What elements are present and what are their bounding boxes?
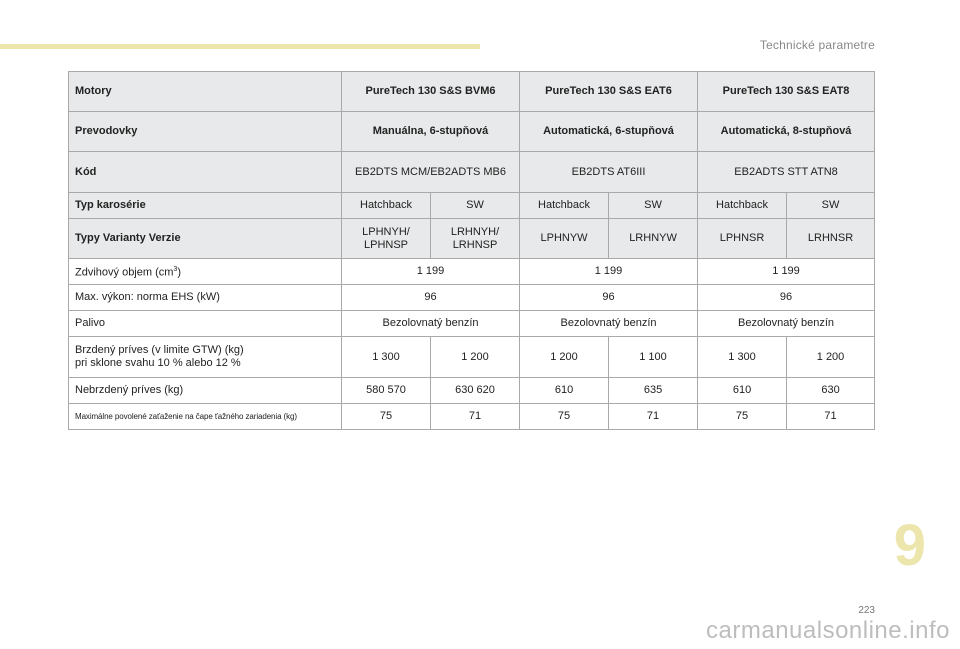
table-row-towbar-load: Maximálne povolené zaťaženie na čape ťaž… — [68, 403, 876, 430]
row-label-displacement: Zdvihový objem (cm3) — [68, 258, 342, 285]
row-label-body-types: Typ karosérie — [68, 192, 342, 219]
braked-trailer-cell: 1 200 — [519, 336, 610, 378]
braked-trailer-cell: 1 200 — [429, 336, 521, 378]
variant-cell: LRHNSR — [786, 218, 876, 259]
braked-trailer-label-line1: Brzdený príves (v limite GTW) (kg) — [75, 344, 244, 356]
towbar-load-cell: 71 — [608, 403, 699, 430]
section-title: Technické parametre — [759, 38, 875, 52]
variant-cell: LRHNYH/ LRHNSP — [429, 218, 521, 259]
engine-cell: PureTech 130 S&S EAT6 — [519, 71, 699, 112]
gearbox-cell: Automatická, 8-stupňová — [697, 111, 876, 152]
gearbox-cell: Automatická, 6-stupňová — [519, 111, 699, 152]
displacement-label-end: ) — [177, 266, 181, 279]
row-label-unbraked-trailer: Nebrzdený príves (kg) — [68, 377, 342, 404]
header-accent-bar — [0, 44, 480, 49]
row-label-power: Max. výkon: norma EHS (kW) — [68, 284, 342, 311]
table-row-codes: Kód EB2DTS MCM/EB2ADTS MB6 EB2DTS AT6III… — [68, 151, 876, 193]
body-type-cell: Hatchback — [519, 192, 610, 219]
variant-cell: LPHNYH/ LPHNSP — [341, 218, 431, 259]
unbraked-trailer-cell: 610 — [519, 377, 610, 404]
displacement-label-text: Zdvihový objem (cm — [75, 266, 174, 279]
table-row-displacement: Zdvihový objem (cm3) 1 199 1 199 1 199 — [68, 258, 876, 285]
power-cell: 96 — [340, 284, 521, 311]
braked-trailer-cell: 1 200 — [786, 336, 876, 378]
displacement-cell: 1 199 — [519, 258, 699, 285]
table-row-unbraked-trailer: Nebrzdený príves (kg) 580 570 630 620 61… — [68, 377, 876, 404]
towbar-load-cell: 75 — [697, 403, 788, 430]
page-number: 223 — [858, 605, 875, 616]
displacement-cell: 1 199 — [340, 258, 521, 285]
power-cell: 96 — [519, 284, 699, 311]
fuel-cell: Bezolovnatý benzín — [519, 310, 699, 337]
fuel-cell: Bezolovnatý benzín — [697, 310, 876, 337]
table-row-engines: Motory PureTech 130 S&S BVM6 PureTech 13… — [68, 71, 876, 112]
row-label-gearboxes: Prevodovky — [68, 111, 342, 152]
row-label-towbar-load: Maximálne povolené zaťaženie na čape ťaž… — [68, 403, 342, 430]
unbraked-trailer-cell: 580 570 — [341, 377, 431, 404]
row-label-braked-trailer: Brzdený príves (v limite GTW) (kg) pri sk… — [68, 336, 342, 378]
braked-trailer-cell: 1 300 — [697, 336, 788, 378]
body-type-cell: SW — [429, 192, 521, 219]
table-row-gearboxes: Prevodovky Manuálna, 6-stupňová Automati… — [68, 111, 876, 152]
table-row-variants: Typy Varianty Verzie LPHNYH/ LPHNSP LRHN… — [68, 218, 876, 259]
fuel-cell: Bezolovnatý benzín — [340, 310, 521, 337]
body-type-cell: SW — [608, 192, 699, 219]
gearbox-cell: Manuálna, 6-stupňová — [340, 111, 521, 152]
code-cell: EB2DTS MCM/EB2ADTS MB6 — [340, 151, 521, 193]
towbar-load-cell: 71 — [429, 403, 521, 430]
table-row-braked-trailer: Brzdený príves (v limite GTW) (kg) pri sk… — [68, 336, 876, 378]
watermark: carmanualsonline.info — [706, 617, 950, 644]
row-label-engines: Motory — [68, 71, 342, 112]
unbraked-trailer-cell: 610 — [697, 377, 788, 404]
displacement-cell: 1 199 — [697, 258, 876, 285]
braked-trailer-cell: 1 300 — [341, 336, 431, 378]
engine-cell: PureTech 130 S&S BVM6 — [340, 71, 521, 112]
body-type-cell: SW — [786, 192, 876, 219]
code-cell: EB2ADTS STT ATN8 — [697, 151, 876, 193]
power-cell: 96 — [697, 284, 876, 311]
variant-cell: LRHNYW — [608, 218, 699, 259]
row-label-codes: Kód — [68, 151, 342, 193]
table-row-power: Max. výkon: norma EHS (kW) 96 96 96 — [68, 284, 876, 311]
engine-cell: PureTech 130 S&S EAT8 — [697, 71, 876, 112]
body-type-cell: Hatchback — [697, 192, 788, 219]
unbraked-trailer-cell: 630 620 — [429, 377, 521, 404]
braked-trailer-cell: 1 100 — [608, 336, 699, 378]
table-row-body-types: Typ karosérie Hatchback SW Hatchback SW … — [68, 192, 876, 219]
unbraked-trailer-cell: 630 — [786, 377, 876, 404]
spec-table: Motory PureTech 130 S&S BVM6 PureTech 13… — [68, 71, 876, 430]
body-type-cell: Hatchback — [341, 192, 431, 219]
code-cell: EB2DTS AT6III — [519, 151, 699, 193]
variant-cell: LPHNSR — [697, 218, 788, 259]
braked-trailer-label-line2: pri sklone svahu 10 % alebo 12 % — [75, 357, 241, 369]
towbar-load-cell: 71 — [786, 403, 876, 430]
table-row-fuel: Palivo Bezolovnatý benzín Bezolovnatý be… — [68, 310, 876, 337]
row-label-variants: Typy Varianty Verzie — [68, 218, 342, 259]
towbar-load-cell: 75 — [519, 403, 610, 430]
displacement-label-sup: 3 — [173, 266, 178, 274]
row-label-fuel: Palivo — [68, 310, 342, 337]
variant-cell: LPHNYW — [519, 218, 610, 259]
towbar-load-cell: 75 — [341, 403, 431, 430]
unbraked-trailer-cell: 635 — [608, 377, 699, 404]
chapter-number: 9 — [893, 513, 926, 578]
